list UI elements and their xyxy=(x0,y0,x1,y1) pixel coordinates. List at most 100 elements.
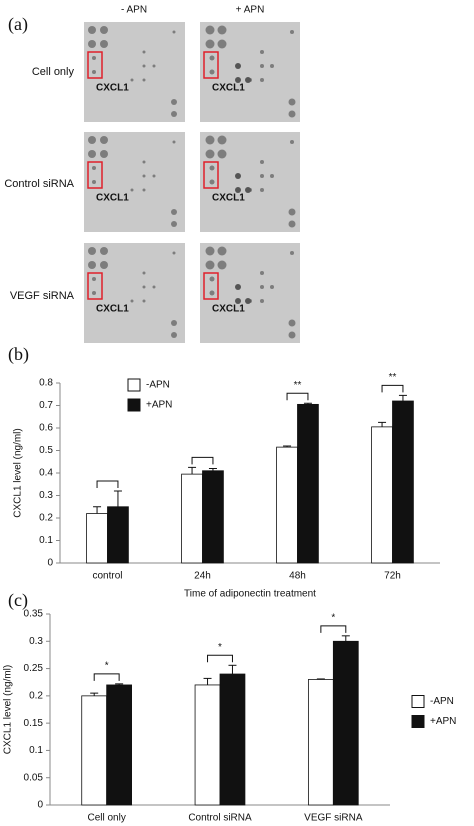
blot-spot xyxy=(217,25,227,35)
bar xyxy=(81,695,108,806)
blot-panel: (a) - APN + APN Cell only Control siRNA … xyxy=(4,5,264,302)
blot-spot xyxy=(245,77,251,83)
blot-spot xyxy=(142,64,146,68)
significance-label: ** xyxy=(389,372,397,383)
bar xyxy=(86,513,108,564)
blot-spot xyxy=(142,271,146,275)
x-tick-label: Control siRNA xyxy=(188,813,252,824)
blot-spot xyxy=(88,40,96,48)
blot-spot xyxy=(270,174,274,178)
highlight-box xyxy=(203,161,219,189)
bar xyxy=(332,640,359,806)
blot-spot xyxy=(142,285,146,289)
marker-label: CXCL1 xyxy=(96,193,129,204)
blot-spot xyxy=(270,285,274,289)
legend-label: +APN xyxy=(146,400,172,411)
bar xyxy=(392,400,414,564)
blot-spot xyxy=(260,285,264,289)
blot-spot xyxy=(288,208,296,216)
blot-spot xyxy=(152,64,156,68)
y-tick-label: 0.3 xyxy=(29,636,43,647)
panel-label: (a) xyxy=(8,14,28,35)
y-tick-label: 0.2 xyxy=(29,690,43,701)
blot-spot xyxy=(172,140,176,144)
legend-swatch xyxy=(127,378,141,392)
row-label: VEGF siRNA xyxy=(10,290,75,302)
bar xyxy=(276,446,298,564)
blot-spot xyxy=(288,220,296,228)
column-label: - APN xyxy=(121,5,147,16)
blot-image xyxy=(200,243,300,343)
blot-spot xyxy=(92,291,96,295)
blot-image xyxy=(200,132,300,232)
blot-spot xyxy=(205,39,215,49)
y-tick-label: 0.1 xyxy=(39,535,53,546)
blot-spot xyxy=(171,320,177,326)
significance-bracket xyxy=(320,625,347,633)
marker-label: CXCL1 xyxy=(212,304,245,315)
blot-spot xyxy=(290,251,294,255)
row-label: Control siRNA xyxy=(4,178,74,190)
marker-label: CXCL1 xyxy=(212,193,245,204)
y-tick-label: 0.35 xyxy=(24,609,44,620)
blot-spot xyxy=(217,149,227,159)
significance-label: * xyxy=(331,612,335,623)
legend-label: +APN xyxy=(430,716,456,727)
blot-spot xyxy=(205,135,215,145)
significance-bracket xyxy=(191,456,214,465)
blot-spot xyxy=(209,69,215,75)
blot-spot xyxy=(142,160,146,164)
bar xyxy=(181,473,203,564)
blot-spot xyxy=(88,136,96,144)
significance-bracket xyxy=(381,384,404,393)
highlight-box xyxy=(203,272,219,300)
panel-label: (c) xyxy=(8,590,28,611)
highlight-box xyxy=(87,272,103,300)
bar xyxy=(107,506,129,564)
blot-spot xyxy=(142,188,146,192)
x-tick-label: control xyxy=(92,571,122,582)
legend-swatch xyxy=(411,715,425,728)
legend-swatch xyxy=(411,695,425,708)
highlight-box xyxy=(203,51,219,79)
x-tick-label: VEGF siRNA xyxy=(304,813,363,824)
blot-spot xyxy=(171,332,177,338)
significance-label: ** xyxy=(294,380,302,391)
blot-spot xyxy=(88,261,96,269)
y-tick-label: 0.15 xyxy=(24,718,44,729)
blot-spot xyxy=(205,25,215,35)
marker-label: CXCL1 xyxy=(96,83,129,94)
legend-label: -APN xyxy=(430,696,454,707)
x-tick-label: 24h xyxy=(194,571,211,582)
blot-spot xyxy=(235,77,241,83)
blot-spot xyxy=(152,174,156,178)
y-tick-label: 0.1 xyxy=(29,745,43,756)
x-tick-label: Cell only xyxy=(87,813,125,824)
blot-image xyxy=(200,22,300,122)
blot-spot xyxy=(171,221,177,227)
blot-spot xyxy=(205,246,215,256)
blot-spot xyxy=(142,299,146,303)
bar xyxy=(307,679,334,806)
y-tick-label: 0 xyxy=(37,800,43,811)
significance-label: * xyxy=(105,660,109,671)
blot-spot xyxy=(100,261,108,269)
blot-spot xyxy=(260,174,264,178)
blot-spot xyxy=(260,160,264,164)
blot-spot xyxy=(100,136,108,144)
blot-spot xyxy=(288,331,296,339)
blot-spot xyxy=(245,298,251,304)
y-tick-label: 0.05 xyxy=(24,772,44,783)
blot-spot xyxy=(209,179,215,185)
blot-spot xyxy=(260,50,264,54)
marker-label: CXCL1 xyxy=(96,304,129,315)
blot-spot xyxy=(217,246,227,256)
blot-spot xyxy=(245,187,251,193)
x-axis-label: Time of adiponectin treatment xyxy=(184,589,316,600)
x-tick-label: 48h xyxy=(289,571,306,582)
y-tick-label: 0.4 xyxy=(39,468,53,479)
y-axis-label: CXCL1 level (ng/ml) xyxy=(13,428,24,517)
blot-spot xyxy=(217,260,227,270)
y-tick-label: 0.2 xyxy=(39,513,53,524)
blot-spot xyxy=(260,64,264,68)
